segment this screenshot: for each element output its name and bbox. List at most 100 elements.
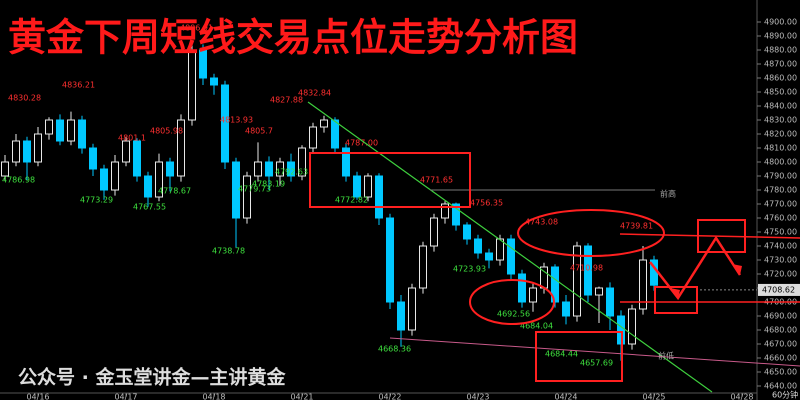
price-annotation: 4787.00 [345,139,378,148]
candle-body [441,203,449,219]
price-annotation: 4738.78 [212,247,245,256]
candle-body [353,175,361,198]
x-tick-label: 04/23 [466,393,489,400]
y-tick-label: 4640.00 [764,382,797,391]
x-tick-label: 04/25 [642,393,665,400]
candle-body [584,245,592,296]
arrow-head [732,264,742,275]
price-annotation: 4657.69 [580,359,613,368]
price-annotation: 4783.19 [252,180,285,189]
candle-body [639,259,647,310]
current-price-box [758,283,800,296]
level-line [619,233,800,239]
forecast-path [649,235,742,301]
period-label: 60分钟 [772,390,798,400]
x-tick-label: 04/24 [554,393,577,400]
candle-body [452,203,460,226]
price-annotation: 4805.7 [245,127,273,136]
price-annotation: 4767.55 [133,203,166,212]
price-annotation: 4710.98 [570,264,603,273]
price-annotation: 4805.98 [150,127,183,136]
candle-body [67,119,75,142]
candle-body [595,287,603,296]
y-tick-label: 4720.00 [764,270,797,279]
price-annotation: 4778.67 [158,187,191,196]
candle-body [12,140,20,163]
x-tick-label: 04/17 [114,393,137,400]
y-tick-label: 4670.00 [764,340,797,349]
y-tick-label: 4900.00 [764,18,797,27]
price-annotation: 4771.65 [420,176,453,185]
candle-body [78,119,86,149]
candle-body [562,301,570,317]
candle-body [34,133,42,163]
candle-body [606,287,614,317]
candle-body [188,49,196,121]
candle-body [485,252,493,261]
y-tick-label: 4650.00 [764,368,797,377]
price-annotation: 4827.88 [270,96,303,105]
y-tick-label: 4860.00 [764,74,797,83]
x-tick-label: 04/21 [290,393,313,400]
zone-box [654,286,698,314]
y-tick-label: 4750.00 [764,228,797,237]
candle-body [463,224,471,240]
y-tick-label: 4680.00 [764,326,797,335]
candle-body [155,161,163,198]
y-tick-label: 4820.00 [764,130,797,139]
candle-body [287,161,295,177]
candle-body [254,161,262,177]
x-tick-label: 04/28 [730,393,753,400]
candle-body [397,301,405,331]
zone-box [535,331,623,382]
price-annotation: 4836.21 [62,81,95,90]
candle-body [430,217,438,247]
candle-body [23,140,31,163]
x-tick-label: 04/16 [26,393,49,400]
y-tick-label: 4790.00 [764,172,797,181]
candle-body [364,175,372,198]
candle-body [243,175,251,219]
chart-title: 黄金下周短线交易点位走势分析图 [8,16,578,60]
y-tick-label: 4730.00 [764,256,797,265]
candle-body [45,119,53,135]
price-annotation: 4743.08 [525,218,558,227]
price-annotation: 4786.98 [2,176,35,185]
price-annotation: 4668.36 [378,345,411,354]
candle-body [496,238,504,261]
y-tick-label: 4740.00 [764,242,797,251]
candle-body [111,161,119,191]
y-tick-label: 4760.00 [764,214,797,223]
candle-body [309,126,317,149]
candle-body [221,84,229,163]
candle-body [474,238,482,254]
price-annotation: 4756.35 [470,199,503,208]
candle-body [298,147,306,177]
zone-ellipse [517,209,665,257]
overlays [307,101,800,393]
candle-body [100,168,108,191]
x-tick-label: 04/22 [378,393,401,400]
note: 前高 [660,189,676,199]
candle-body [177,119,185,177]
y-tick-label: 4890.00 [764,32,797,41]
candle-body [342,147,350,177]
support-line [389,337,800,367]
x-tick-label: 04/18 [202,393,225,400]
price-annotation: 4772.82 [335,196,368,205]
candle-body [320,119,328,128]
watermark: 公众号 · 金玉堂讲金—主讲黄金 [18,366,286,389]
candle-body [529,287,537,303]
zone-ellipse [469,279,555,325]
candle-body [408,287,416,331]
price-annotation: 4773.29 [80,196,113,205]
candle-body [210,77,218,86]
y-tick-label: 4880.00 [764,46,797,55]
y-tick-label: 4770.00 [764,200,797,209]
price-annotation: 4692.56 [497,310,530,319]
candle-body [276,161,284,177]
candle-body [628,308,636,345]
price-annotation: 4739.81 [620,222,653,231]
candle-body [89,147,97,170]
y-tick-label: 4850.00 [764,88,797,97]
